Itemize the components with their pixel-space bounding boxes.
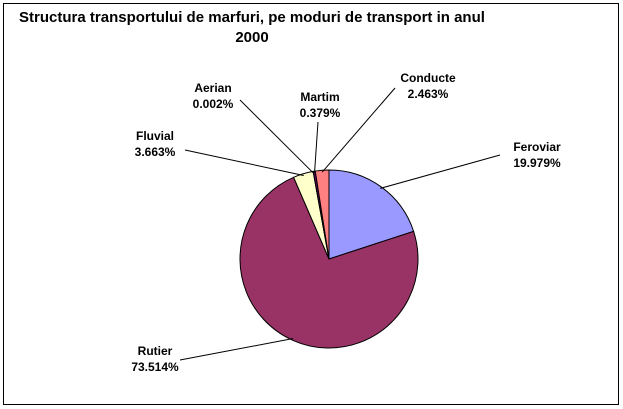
slice-label: Rutier bbox=[138, 344, 173, 358]
leader-line bbox=[179, 338, 294, 361]
slice-label: Fluvial bbox=[136, 129, 174, 143]
leader-line bbox=[314, 121, 319, 174]
slice-label: Feroviar bbox=[513, 140, 561, 154]
slice-value-label: 73.514% bbox=[131, 360, 179, 374]
pie-slice bbox=[328, 169, 415, 260]
pie-slice bbox=[314, 169, 330, 260]
slice-value-label: 0.002% bbox=[193, 97, 234, 111]
slice-value-label: 3.663% bbox=[135, 145, 176, 159]
slice-label: Conducte bbox=[400, 71, 456, 85]
chart-title: Structura transportului de marfuri, pe m… bbox=[19, 9, 485, 46]
leader-line bbox=[184, 149, 304, 177]
leader-line bbox=[239, 99, 314, 174]
pie-slice bbox=[239, 176, 419, 349]
slice-value-label: 19.979% bbox=[513, 156, 561, 170]
leader-line bbox=[321, 87, 396, 173]
slice-value-label: 2.463% bbox=[408, 87, 449, 101]
slice-label: Aerian bbox=[194, 81, 231, 95]
leader-line bbox=[380, 154, 501, 189]
slice-value-label: 0.379% bbox=[300, 106, 341, 120]
slice-label: Martim bbox=[300, 90, 339, 104]
